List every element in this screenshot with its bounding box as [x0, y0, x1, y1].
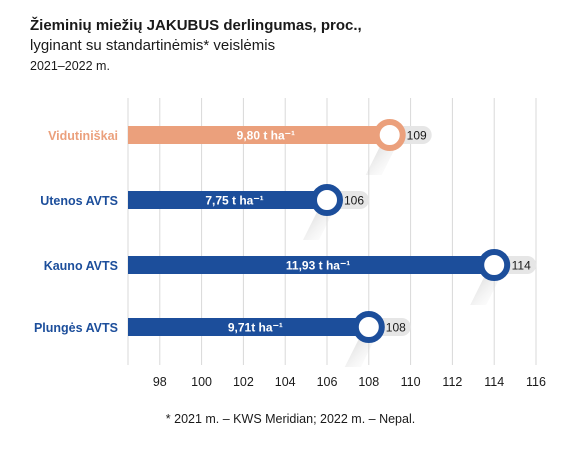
- bar: [128, 191, 327, 209]
- chart-period: 2021–2022 m.: [30, 59, 110, 73]
- bar-end-marker: [478, 249, 511, 281]
- x-tick-label: 98: [153, 375, 167, 389]
- bar-inner-label: 9,80 t ha⁻¹: [237, 129, 295, 143]
- bar-inner-label: 9,71t ha⁻¹: [228, 321, 283, 335]
- x-tick-label: 100: [191, 375, 212, 389]
- data-label: 109: [407, 129, 427, 143]
- x-tick-label: 116: [526, 375, 546, 389]
- category-label: Vidutiniškai: [48, 129, 118, 143]
- bar-end-marker: [373, 119, 406, 151]
- bar: [128, 256, 495, 274]
- category-label: Utenos AVTS: [40, 194, 118, 208]
- data-label: 106: [344, 194, 364, 208]
- bar-end-marker: [352, 311, 385, 343]
- bar-inner-label: 11,93 t ha⁻¹: [286, 259, 350, 273]
- category-label: Kauno AVTS: [44, 259, 118, 273]
- bar-inner-label: 7,75 t ha⁻¹: [205, 194, 263, 208]
- bar: [128, 318, 369, 336]
- data-label: 114: [512, 259, 531, 273]
- x-tick-label: 104: [275, 375, 296, 389]
- footnote: * 2021 m. – KWS Meridian; 2022 m. – Nepa…: [165, 412, 416, 426]
- chart-subtitle: lyginant su standartinėmis* veislėmis: [30, 37, 276, 54]
- x-tick-label: 110: [401, 375, 421, 389]
- x-tick-label: 102: [233, 375, 254, 389]
- x-tick-label: 108: [358, 375, 379, 389]
- x-tick-label: 106: [317, 375, 338, 389]
- bar: [128, 126, 390, 144]
- x-tick-label: 112: [442, 375, 462, 389]
- bar-end-marker: [311, 184, 343, 216]
- category-label: Plungės AVTS: [34, 321, 118, 335]
- chart-title: Žieminių miežių JAKUBUS derlingumas, pro…: [30, 17, 362, 34]
- x-tick-label: 114: [484, 375, 504, 389]
- data-label: 108: [386, 321, 406, 335]
